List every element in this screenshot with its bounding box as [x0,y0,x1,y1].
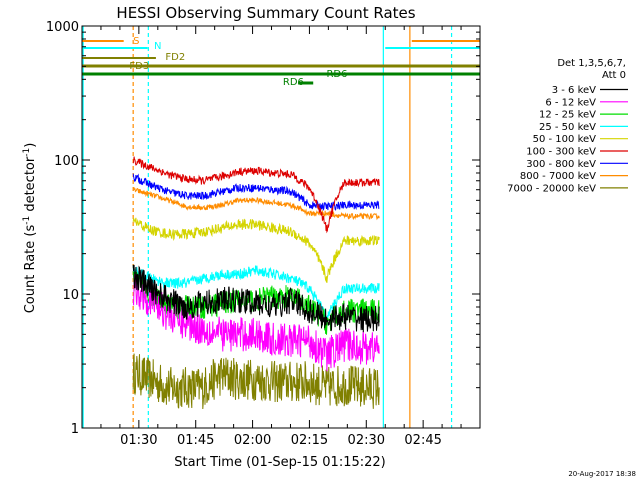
y-tick-label: 1000 [46,20,79,35]
y-tick-label: 1 [71,422,79,437]
y-tick-label: 100 [54,154,79,169]
series-line-7000-20000-keV [132,353,380,410]
legend-label: 7000 - 20000 keV [507,183,596,194]
x-tick-label: 02:15 [291,433,328,448]
series-line-100-300-keV [132,156,380,234]
legend-label: 3 - 6 keV [552,85,596,96]
flag-label-3: FD3 [129,61,149,72]
legend-label: 800 - 7000 keV [520,171,596,182]
timestamp: 20-Aug-2017 18:38 [568,470,636,478]
series-line-50-100-keV [132,217,380,283]
series-line-300-800-keV [132,173,380,212]
x-tick-label: 02:45 [404,433,441,448]
series-line-3-6-keV [132,264,380,333]
series-line-800-7000-keV [132,187,380,221]
flag-label-4: RD6 [283,77,304,88]
legend-header-line-1: Det 1,3,5,6,7, [557,58,626,69]
y-tick-label: 10 [62,288,79,303]
x-tick-label: 02:30 [348,433,385,448]
y-axis: 1 10 100 1000 [46,20,480,437]
flag-label-2: FD2 [165,52,185,63]
legend-label: 6 - 12 keV [545,97,596,108]
plot-frame [81,25,481,429]
chart-title: HESSI Observing Summary Count Rates [116,4,415,22]
plot-area: S N FD2 FD3 RD6 RD6 [81,25,481,429]
x-tick-label: 01:45 [177,433,214,448]
x-tick-label: 01:30 [120,433,157,448]
flag-label-5: RD6 [326,69,347,80]
series-line-6-12-keV [132,274,380,372]
x-tick-label: 02:00 [234,433,271,448]
y-axis-label: Count Rate (s-1 detector-1) [22,143,38,314]
x-axis-label: Start Time (01-Sep-15 01:15:22) [174,455,385,470]
flag-label-0: S [133,36,139,47]
legend-label: 25 - 50 keV [539,122,596,133]
flag-label-1: N [154,41,161,52]
legend-label: 100 - 300 keV [526,147,596,158]
legend-label: 50 - 100 keV [533,134,597,145]
x-axis: 01:30 01:45 02:00 02:15 02:30 02:45 [81,26,481,448]
legend-label: 12 - 25 keV [539,110,596,121]
legend-label: 300 - 800 keV [526,159,596,170]
legend-header-line-2: Att 0 [602,70,626,81]
series-line-25-50-keV [132,265,380,324]
